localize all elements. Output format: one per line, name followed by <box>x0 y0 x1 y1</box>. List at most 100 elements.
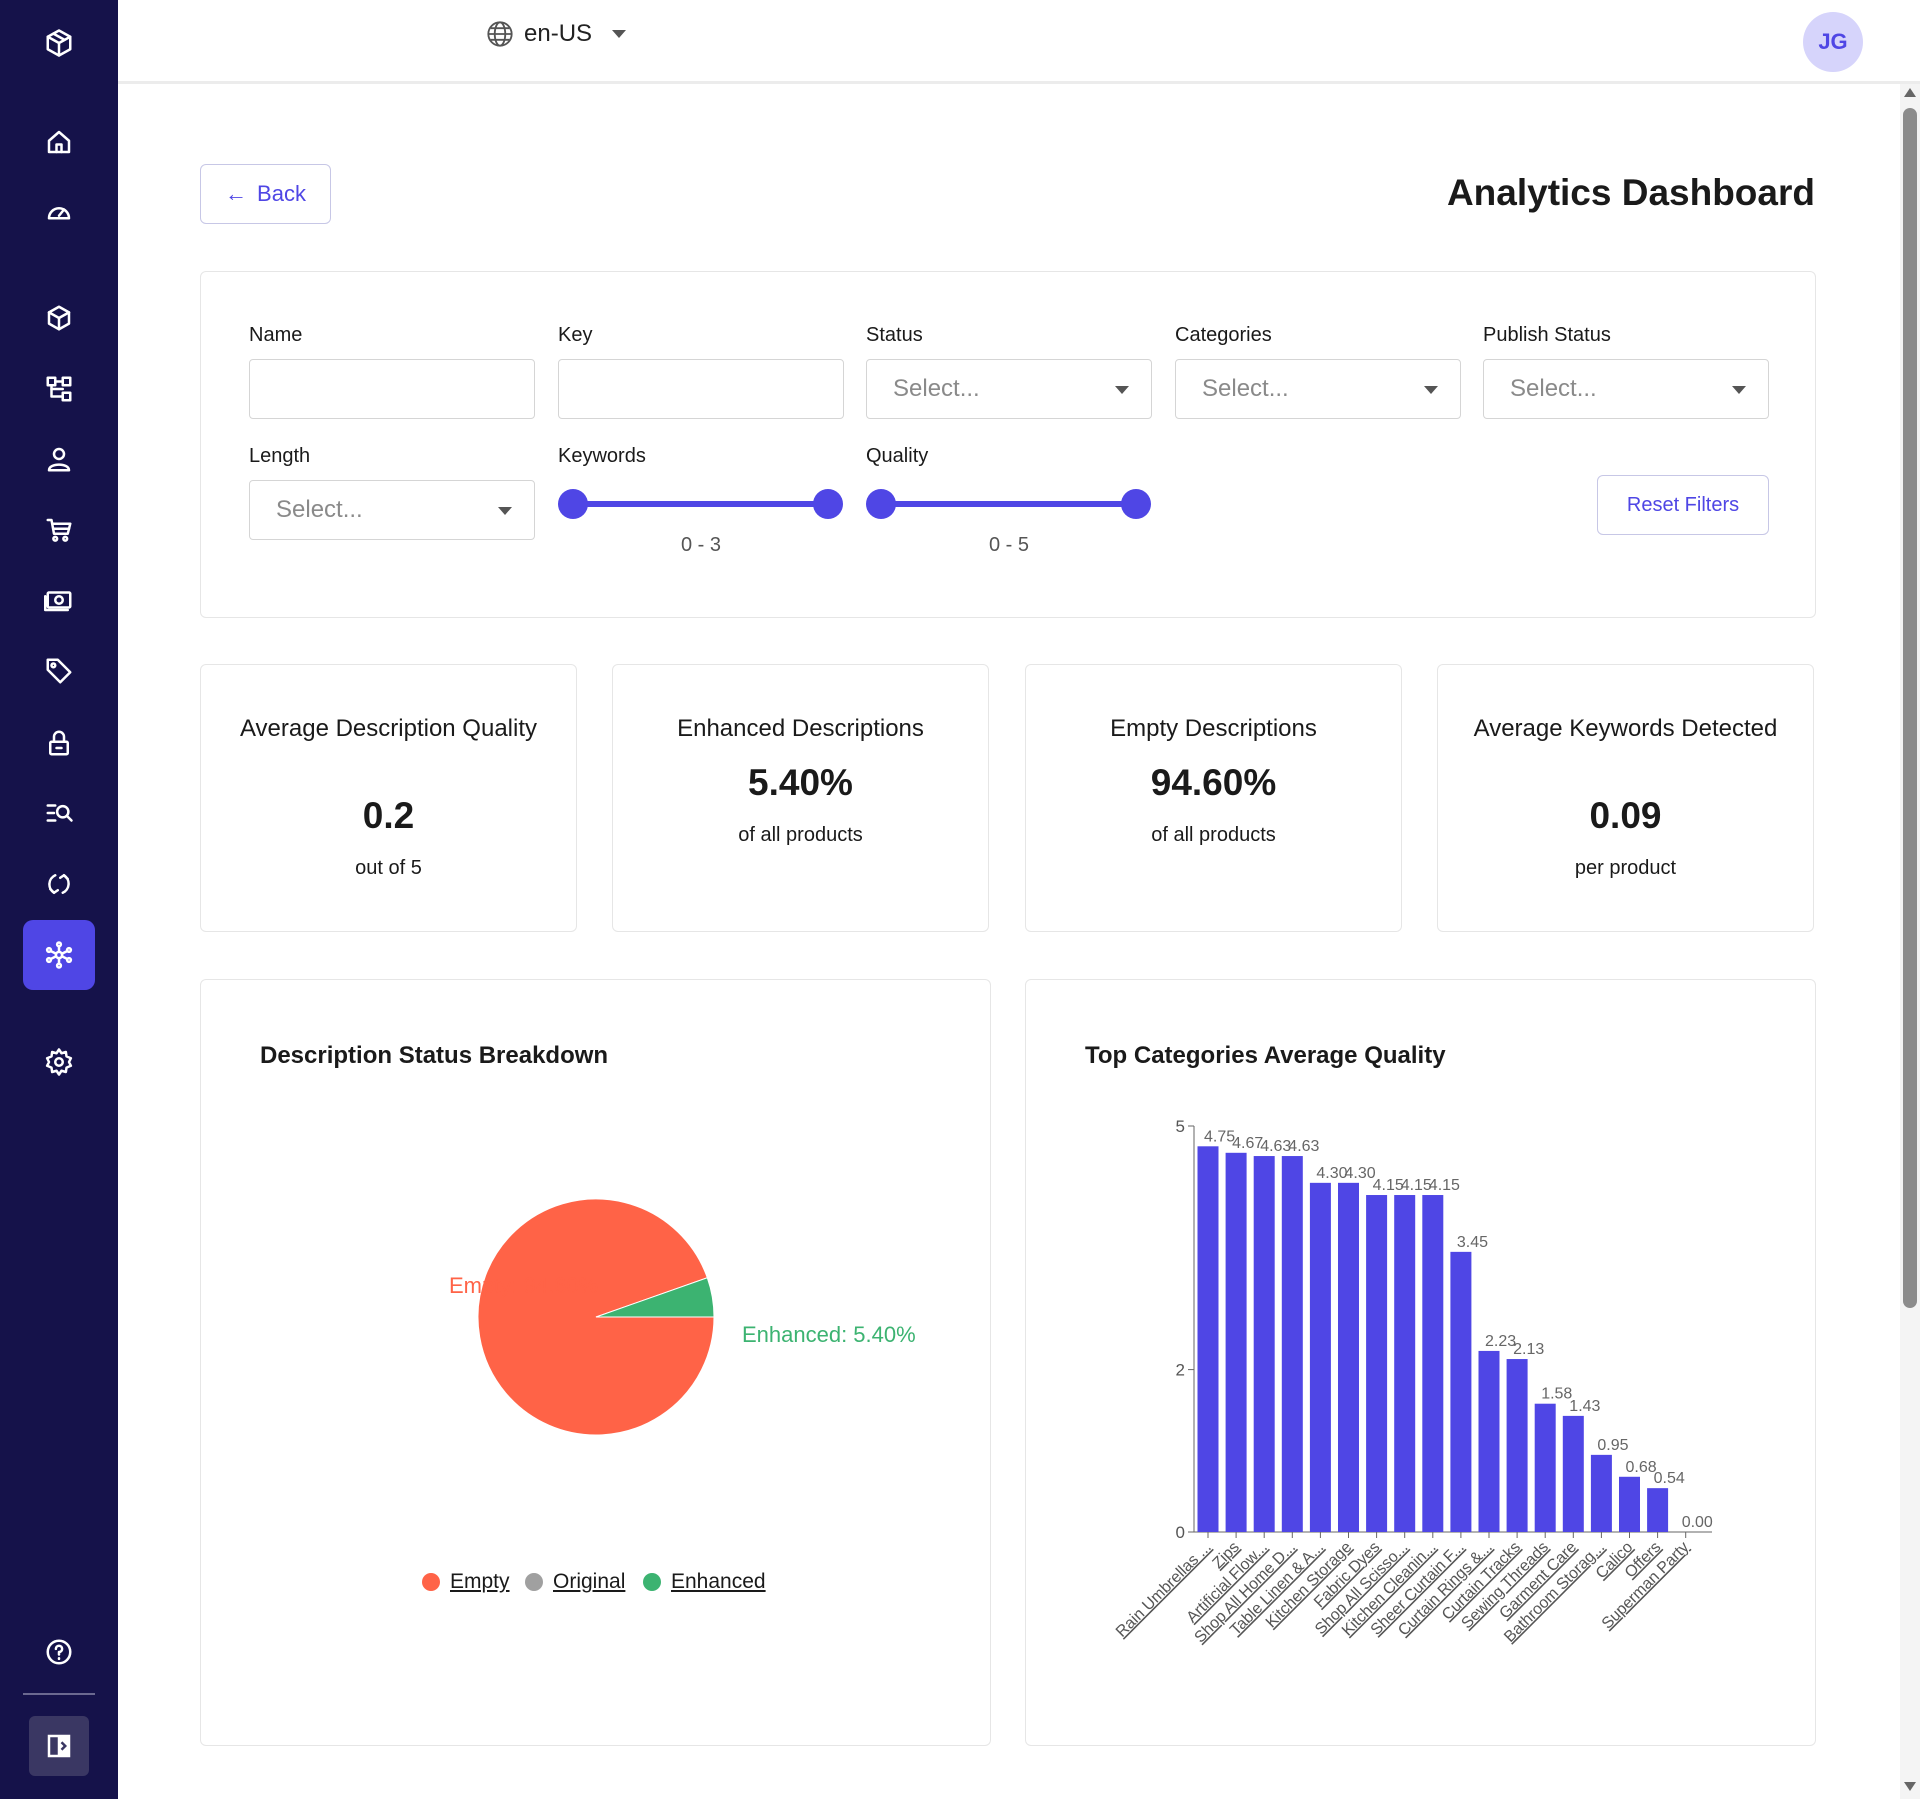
bar[interactable] <box>1338 1182 1359 1532</box>
scrollbar-thumb[interactable] <box>1903 108 1917 1308</box>
legend-dot <box>643 1573 661 1591</box>
legend-dot <box>525 1573 543 1591</box>
bar-value-label: 2.13 <box>1513 1341 1544 1358</box>
home-icon[interactable] <box>23 107 95 177</box>
pie-chart: Empty: 94.60% Enhanced: 5.40% <box>449 1198 916 1436</box>
keywords-slider-min-handle[interactable] <box>558 489 588 519</box>
quality-filter-label: Quality <box>866 445 929 467</box>
dashboard-icon[interactable] <box>23 177 95 247</box>
bar[interactable] <box>1422 1195 1444 1532</box>
bar[interactable] <box>1394 1195 1416 1532</box>
quality-range-label: 0 - 5 <box>988 534 1030 556</box>
pie-chart-card: Description Status Breakdown Empty: 94.6… <box>200 979 991 1746</box>
hierarchy-icon[interactable] <box>23 354 95 424</box>
help-icon[interactable] <box>23 1617 95 1687</box>
scroll-down-arrow-icon[interactable] <box>1904 1782 1916 1791</box>
bar-value-label: 0.54 <box>1654 1470 1685 1487</box>
pie-chart-title: Description Status Breakdown <box>260 1042 609 1069</box>
bar[interactable] <box>1619 1476 1640 1532</box>
name-filter-input[interactable] <box>249 359 535 419</box>
bar-value-label: 2.23 <box>1485 1333 1516 1350</box>
length-select-placeholder: Select... <box>276 496 363 523</box>
back-button[interactable]: ← Back <box>200 164 331 224</box>
language-label: en-US <box>524 20 593 47</box>
chevron-down-icon <box>612 30 627 38</box>
stat-value: 5.40% <box>748 762 853 803</box>
bar[interactable] <box>1562 1415 1584 1532</box>
keywords-slider-track[interactable] <box>573 501 829 507</box>
bar[interactable] <box>1450 1251 1472 1532</box>
sync-icon[interactable] <box>23 849 95 919</box>
stat-title: Enhanced Descriptions <box>677 715 924 742</box>
bar[interactable] <box>1309 1182 1331 1532</box>
top-bar: en-US JG <box>118 0 1920 84</box>
quality-slider-max-handle[interactable] <box>1121 489 1151 519</box>
categories-filter-label: Categories <box>1175 324 1272 346</box>
stat-card-enhanced: Enhanced Descriptions 5.40% of all produ… <box>612 664 989 932</box>
status-filter-label: Status <box>866 324 923 346</box>
scroll-up-arrow-icon[interactable] <box>1904 88 1916 97</box>
user-avatar[interactable]: JG <box>1803 12 1863 72</box>
money-icon[interactable] <box>23 565 95 635</box>
bar[interactable] <box>1534 1403 1556 1532</box>
users-icon[interactable] <box>23 424 95 494</box>
legend-dot <box>422 1573 440 1591</box>
bar[interactable] <box>1647 1488 1669 1532</box>
bar-value-label: 4.30 <box>1316 1165 1347 1182</box>
reset-filters-button[interactable]: Reset Filters <box>1597 475 1769 535</box>
bar-value-label: 4.67 <box>1232 1135 1263 1152</box>
pie-label-enhanced: Enhanced: 5.40% <box>742 1322 916 1347</box>
arrow-left-icon: ← <box>225 181 248 206</box>
pie-slice-enhanced[interactable] <box>595 1277 715 1318</box>
key-filter-input[interactable] <box>558 359 844 419</box>
stat-title: Average Keywords Detected <box>1473 715 1778 742</box>
cart-icon[interactable] <box>23 495 95 565</box>
sidebar-toggle-icon <box>47 1734 71 1758</box>
bar[interactable] <box>1197 1146 1219 1532</box>
keywords-slider-max-handle[interactable] <box>813 489 843 519</box>
bar[interactable] <box>1590 1454 1612 1532</box>
bar[interactable] <box>1366 1195 1388 1532</box>
stat-value: 0.2 <box>362 795 415 836</box>
search-list-icon[interactable] <box>23 778 95 848</box>
settings-icon[interactable] <box>23 1027 95 1097</box>
legend-item-original[interactable]: Original <box>525 1570 625 1594</box>
categories-select-placeholder: Select... <box>1202 375 1289 402</box>
quality-slider-min-handle[interactable] <box>866 489 896 519</box>
publish-status-filter-label: Publish Status <box>1483 324 1611 346</box>
bar[interactable] <box>1225 1152 1247 1532</box>
publish-status-select-placeholder: Select... <box>1510 375 1597 402</box>
ai-network-icon[interactable] <box>23 920 95 990</box>
quality-slider-track[interactable] <box>881 501 1137 507</box>
bar[interactable] <box>1253 1156 1275 1532</box>
language-selector[interactable]: en-US <box>486 20 627 48</box>
stat-card-empty: Empty Descriptions 94.60% of all product… <box>1025 664 1402 932</box>
bar[interactable] <box>1281 1156 1303 1532</box>
pie-label-empty: Empty: 94.60% <box>449 1273 598 1298</box>
stat-title: Average Description Quality <box>239 715 538 742</box>
keywords-filter-label: Keywords <box>558 445 646 467</box>
bar-value-label: 4.15 <box>1429 1177 1460 1194</box>
logo-icon[interactable] <box>23 8 95 78</box>
stat-title: Empty Descriptions <box>1110 715 1317 742</box>
length-select[interactable]: Select... <box>249 480 535 540</box>
lock-icon[interactable] <box>23 708 95 778</box>
publish-status-select[interactable]: Select... <box>1483 359 1769 419</box>
sidebar <box>0 0 118 1799</box>
categories-select[interactable]: Select... <box>1175 359 1461 419</box>
sidebar-collapse-button[interactable] <box>29 1716 89 1776</box>
y-tick-label: 2 <box>1176 1361 1185 1380</box>
stat-subtitle: per product <box>1574 857 1677 879</box>
status-select[interactable]: Select... <box>866 359 1152 419</box>
bar-value-label: 4.63 <box>1288 1138 1319 1155</box>
tag-icon[interactable] <box>23 636 95 706</box>
bar[interactable] <box>1478 1350 1500 1532</box>
bar[interactable] <box>1506 1359 1528 1532</box>
products-icon[interactable] <box>23 283 95 353</box>
legend-item-empty[interactable]: Empty <box>422 1570 510 1594</box>
legend-label: Enhanced <box>671 1570 766 1593</box>
globe-icon <box>487 21 513 47</box>
legend-label: Empty <box>450 1570 510 1593</box>
legend-item-enhanced[interactable]: Enhanced <box>643 1570 766 1594</box>
